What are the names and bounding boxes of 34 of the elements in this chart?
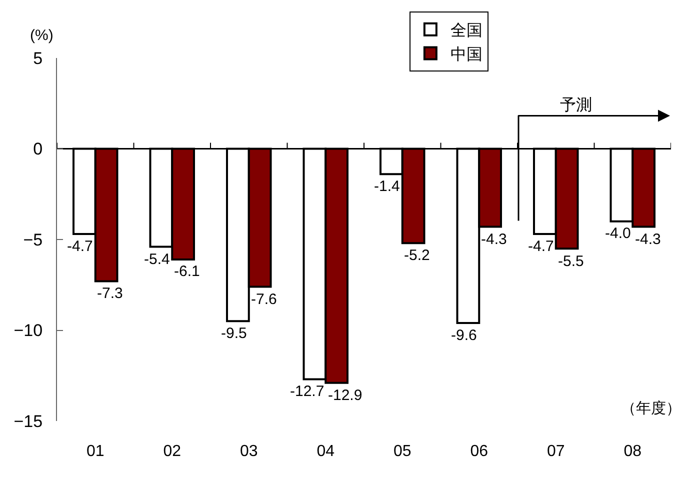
data-label: -5.4 [144,251,170,268]
data-label: -7.6 [251,291,277,308]
data-label: -9.6 [451,327,477,344]
data-label: -7.3 [97,285,123,302]
data-label: -12.9 [328,387,362,404]
x-axis-title: （年度） [621,400,681,417]
data-label: -5.2 [404,247,430,264]
y-tick-label: 0 [33,140,43,159]
data-label: -4.3 [481,231,507,248]
x-tick-label: 07 [546,443,565,460]
legend-label: 中国 [450,45,482,64]
x-tick-label: 05 [393,443,412,460]
annotation: 予測 [560,96,592,114]
y-tick-label: −15 [14,412,43,431]
data-label: -5.5 [558,253,584,270]
data-label: -1.4 [374,178,400,195]
data-label: -12.7 [290,383,324,400]
y-tick-label: 5 [33,48,43,68]
x-tick-label: 04 [316,443,335,460]
x-tick-label: 01 [86,443,104,460]
data-label: -6.1 [174,263,200,280]
data-label: -4.7 [67,238,93,255]
data-label: -9.5 [221,325,247,342]
y-axis-title: (%) [30,27,54,44]
y-tick-label: −5 [23,230,43,250]
x-tick-label: 06 [470,443,488,460]
legend-label: 全国 [450,22,482,40]
y-tick-label: −10 [14,321,43,340]
data-label: -4.0 [605,225,631,242]
data-label: -4.7 [528,238,554,255]
data-label: -4.3 [635,231,661,248]
x-tick-label: 02 [163,443,182,460]
x-tick-label: 08 [624,443,642,460]
x-tick-label: 03 [240,443,258,460]
